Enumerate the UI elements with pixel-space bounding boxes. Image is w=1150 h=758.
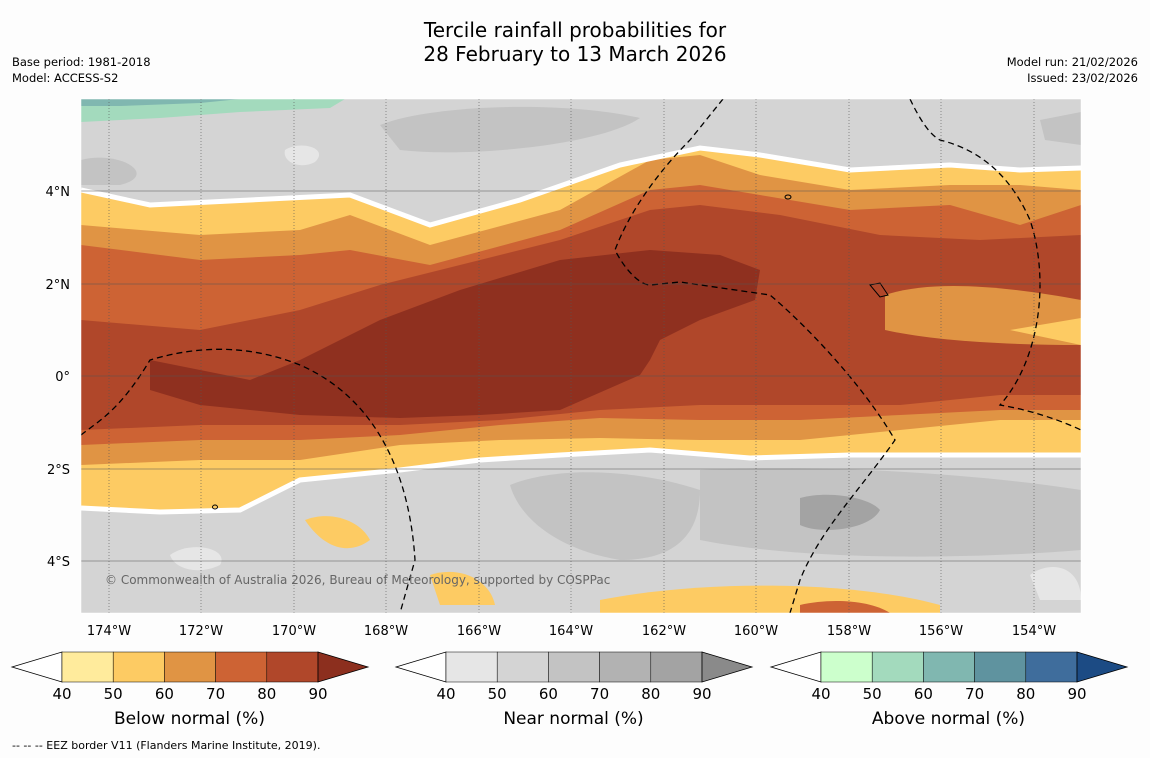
colorbar-tick-label: 40 <box>52 685 71 703</box>
colorbar-bin <box>215 651 268 683</box>
latitude-label: 0° <box>55 370 70 385</box>
colorbar-tick-label: 60 <box>914 685 933 703</box>
meta-left: Base period: 1981-2018 Model: ACCESS-S2 <box>12 54 151 86</box>
colorbar-bin <box>871 651 924 683</box>
colorbar-tick-label: 70 <box>206 685 225 703</box>
above-normal-patch-70 <box>81 99 240 106</box>
colorbar-bin <box>61 651 114 683</box>
copyright-text: © Commonwealth of Australia 2026, Bureau… <box>105 573 610 587</box>
model-run: Model run: 21/02/2026 <box>1006 55 1138 69</box>
latitude-label: 2°S <box>47 463 70 478</box>
colorbar-bin <box>820 651 873 683</box>
latitude-labels: 4°N 2°N 0° 2°S 4°S <box>46 185 71 570</box>
longitude-label: 158°W <box>827 624 871 639</box>
eez-border <box>614 99 896 613</box>
colorbar-bin <box>1025 651 1078 683</box>
issued-date: Issued: 23/02/2026 <box>1027 71 1138 85</box>
graticule <box>81 99 1081 613</box>
near-normal-patch <box>1040 112 1081 145</box>
latitude-label: 2°N <box>46 278 71 293</box>
colorbar: 40 50 60 70 80 90 <box>10 651 370 703</box>
meta-right: Model run: 21/02/2026 Issued: 23/02/2026 <box>1007 54 1138 86</box>
eez-border <box>81 348 416 613</box>
colorbar-tick-label: 80 <box>641 685 660 703</box>
colorbar-bin <box>164 651 216 683</box>
below-normal-patch-south-70 <box>800 601 890 613</box>
colorbar-bin <box>650 651 703 683</box>
colorbar-tick-label: 50 <box>104 685 123 703</box>
colorbar-high-extension <box>701 651 754 683</box>
colorbar-bin <box>496 651 549 683</box>
colorbar-bin <box>548 651 600 683</box>
near-normal-patch <box>510 472 700 560</box>
longitude-labels: 174°W 172°W 170°W 168°W 166°W 164°W 162°W 160°W… <box>87 624 1056 639</box>
colorbar-low-extension <box>394 651 447 683</box>
island-outline <box>784 194 792 200</box>
colorbar-low-extension <box>10 651 63 683</box>
longitude-label: 154°W <box>1012 624 1056 639</box>
colorbar-label-near: Near normal (%) <box>503 709 644 729</box>
model-name: Model: ACCESS-S2 <box>12 71 119 85</box>
colorbar-tick-label: 40 <box>811 685 830 703</box>
colorbar-tick-label: 90 <box>692 685 711 703</box>
longitude-label: 172°W <box>179 624 223 639</box>
colorbar-tick-label: 80 <box>1016 685 1035 703</box>
colorbar-label-above: Above normal (%) <box>871 709 1026 729</box>
eez-border <box>909 99 1081 431</box>
longitude-label: 166°W <box>457 624 501 639</box>
colorbars: 40 50 60 70 80 90 40 50 60 70 80 90 40 50 60 70 80 90 <box>10 651 1129 703</box>
longitude-label: 164°W <box>549 624 593 639</box>
map-frame <box>80 98 1082 614</box>
below-normal-patch-south <box>305 516 370 549</box>
colorbar-tick-label: 50 <box>863 685 882 703</box>
colorbar-high-extension <box>1076 651 1129 683</box>
near-normal-patch-40 <box>284 145 320 166</box>
colorbar-tick-label: 80 <box>257 685 276 703</box>
colorbar-bin <box>974 651 1027 683</box>
latitude-label: 4°S <box>47 555 70 570</box>
near-normal-patch <box>380 106 640 153</box>
longitude-label: 160°W <box>734 624 778 639</box>
below-normal-40-edge-north <box>81 145 1081 228</box>
longitude-label: 174°W <box>87 624 131 639</box>
colorbar-tick-label: 90 <box>1067 685 1086 703</box>
title-line-1: Tercile rainfall probabilities for <box>423 18 727 42</box>
below-normal-50-patch <box>1010 318 1081 345</box>
colorbar-tick-label: 70 <box>590 685 609 703</box>
colorbar-low-extension <box>769 651 822 683</box>
longitude-label: 170°W <box>272 624 316 639</box>
near-normal-patch-40 <box>170 547 222 571</box>
title-line-2: 28 February to 13 March 2026 <box>423 42 727 66</box>
island-outline <box>212 504 218 510</box>
colorbar: 40 50 60 70 80 90 <box>769 651 1129 703</box>
near-normal-patch-40 <box>1030 567 1081 600</box>
colorbar-label-below: Below normal (%) <box>114 709 265 729</box>
colorbar-tick-label: 90 <box>308 685 327 703</box>
colorbar-tick-label: 60 <box>539 685 558 703</box>
longitude-label: 162°W <box>642 624 686 639</box>
colorbar-bin <box>266 651 319 683</box>
map-panel <box>81 99 1081 613</box>
colorbar-bin <box>599 651 652 683</box>
base-period: Base period: 1981-2018 <box>12 55 151 69</box>
map-title: Tercile rainfall probabilities for 28 Fe… <box>0 18 1150 66</box>
longitude-label: 168°W <box>364 624 408 639</box>
near-normal-patch <box>700 468 1081 557</box>
colorbar-bin <box>923 651 975 683</box>
colorbar-high-extension <box>317 651 370 683</box>
colorbar: 40 50 60 70 80 90 <box>394 651 754 703</box>
island-outline <box>869 282 889 298</box>
below-normal-patch-south <box>430 571 495 605</box>
latitude-label: 4°N <box>46 185 71 200</box>
colorbar-tick-label: 70 <box>965 685 984 703</box>
longitude-label: 156°W <box>919 624 963 639</box>
colorbar-tick-label: 40 <box>436 685 455 703</box>
below-normal-40-edge-south <box>81 447 1081 515</box>
colorbar-bin <box>445 651 498 683</box>
colorbar-bin <box>112 651 165 683</box>
colorbar-tick-label: 50 <box>488 685 507 703</box>
eez-footnote: -- -- -- EEZ border V11 (Flanders Marine… <box>12 739 321 752</box>
colorbar-tick-label: 60 <box>155 685 174 703</box>
